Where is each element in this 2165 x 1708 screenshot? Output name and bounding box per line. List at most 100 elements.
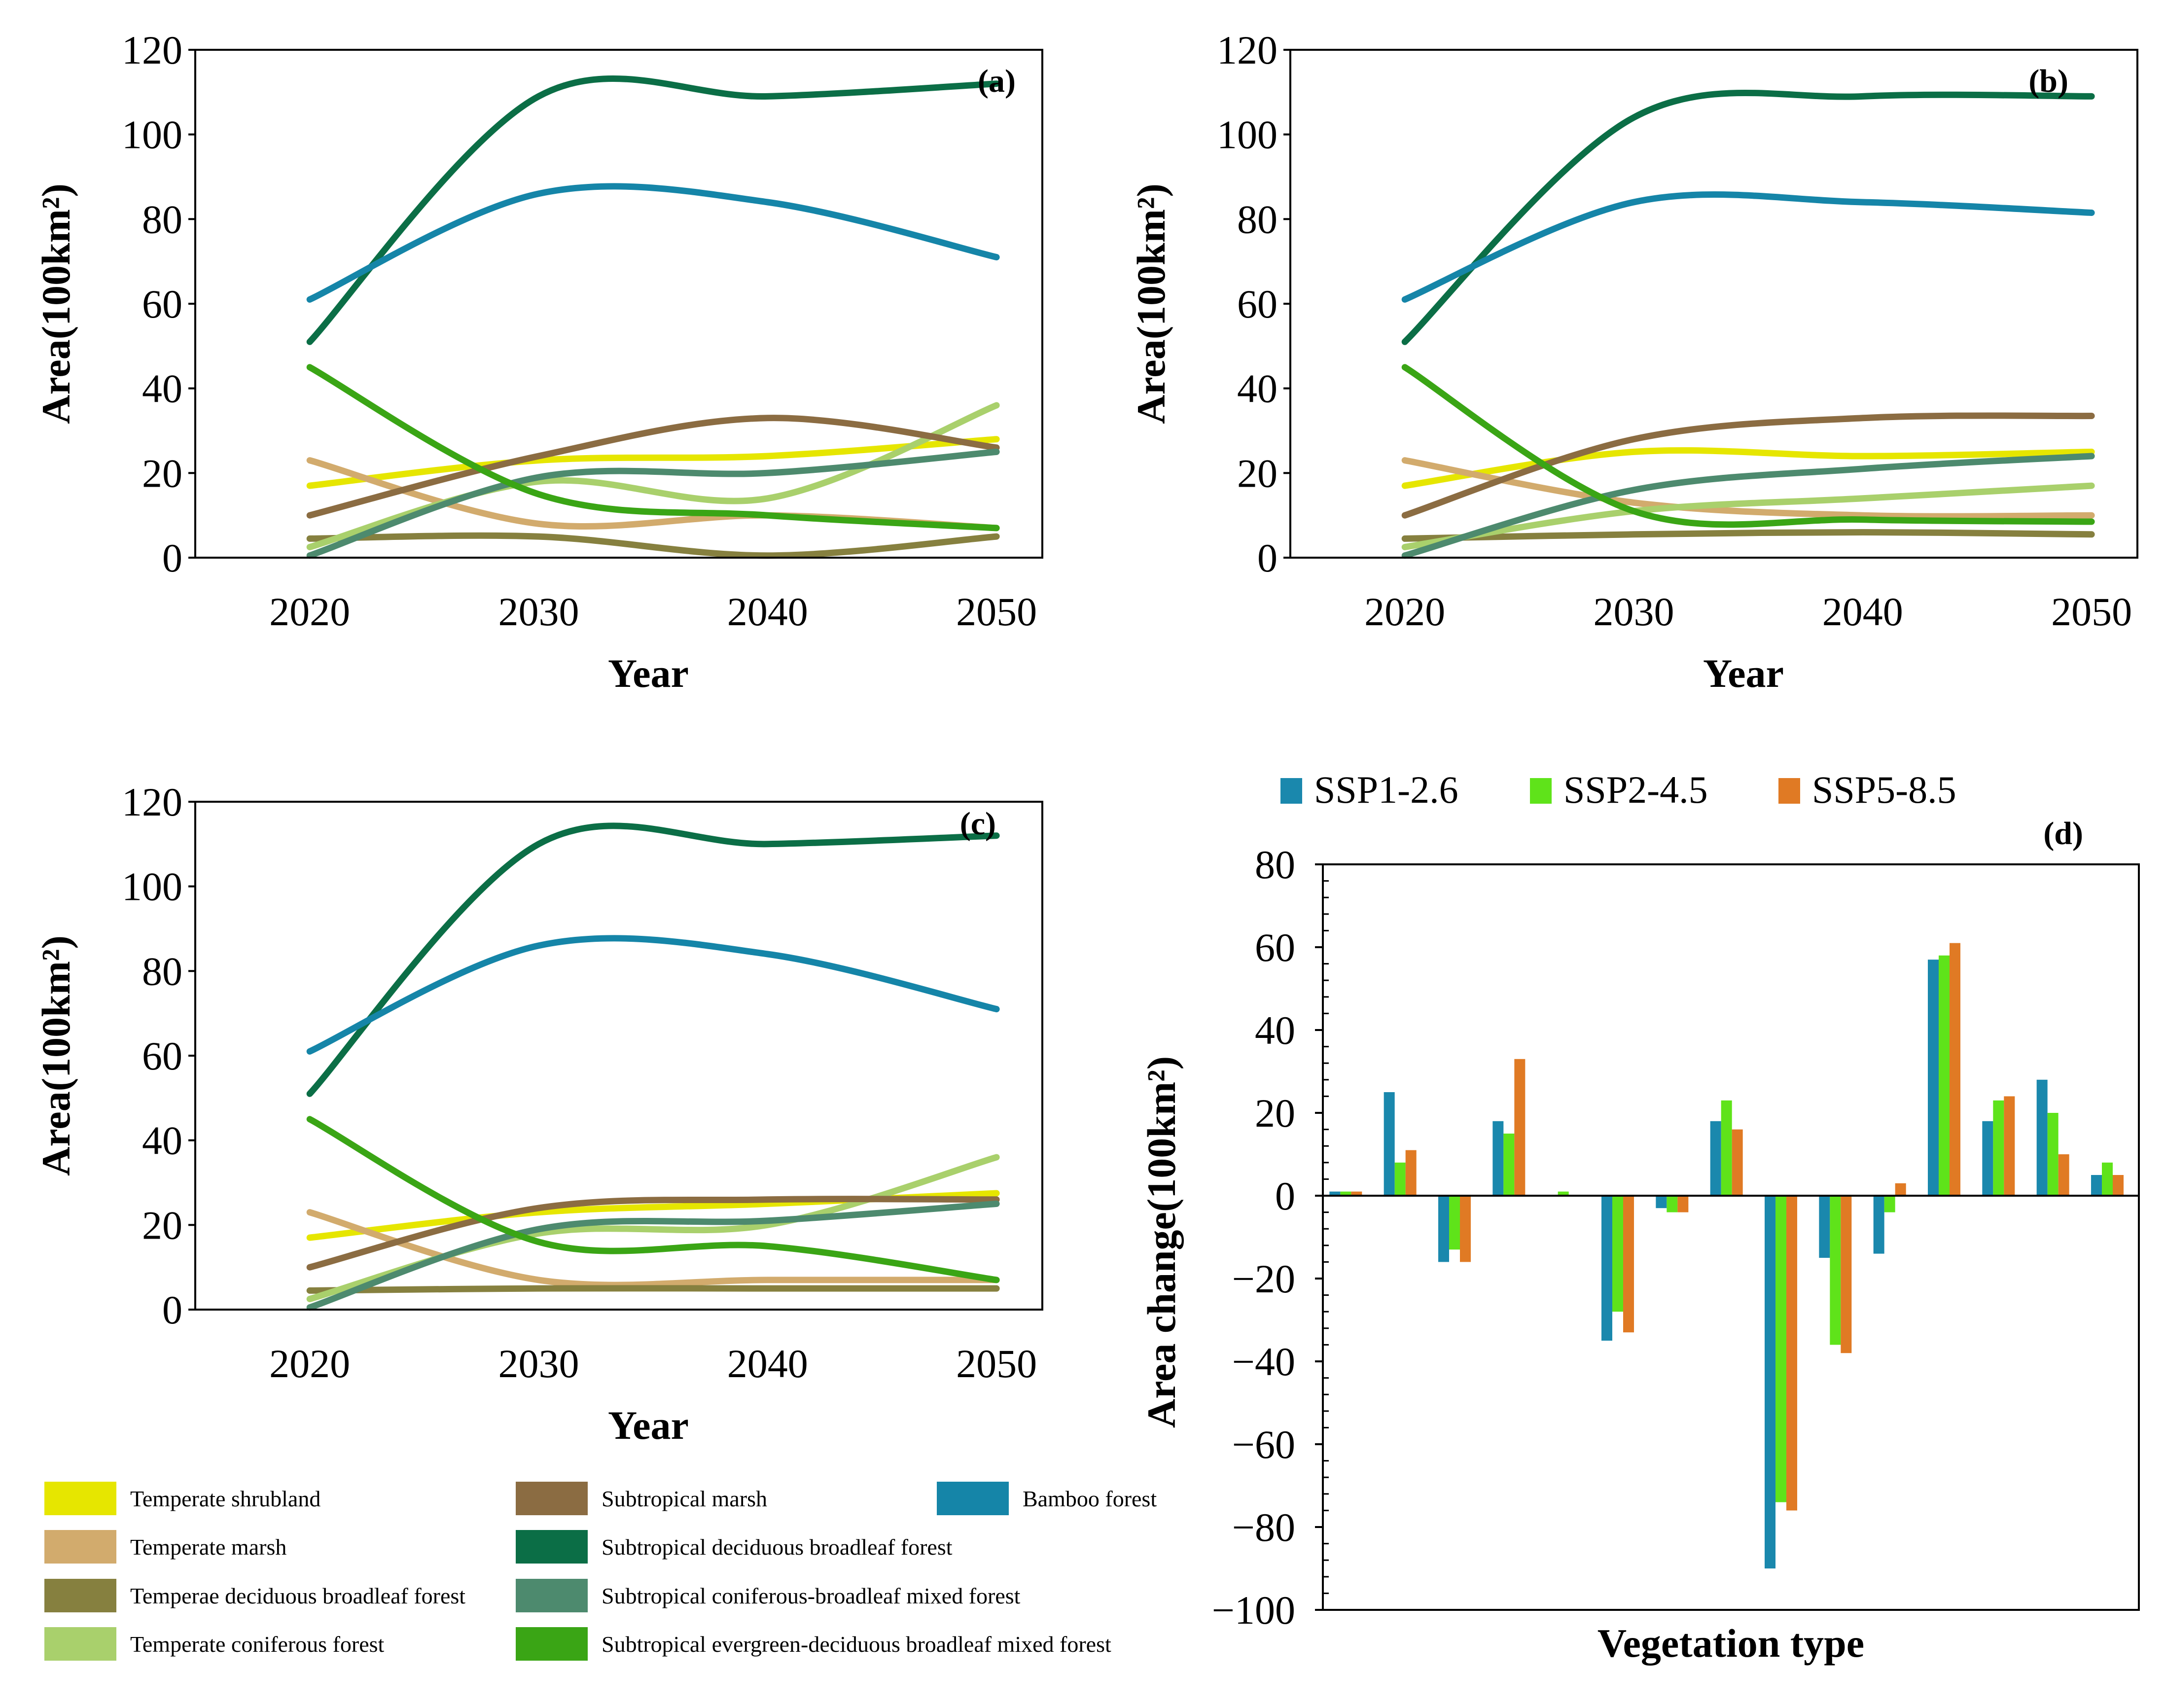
y-axis-title: Area(100km²) xyxy=(1129,183,1173,424)
bar-ssp2-4-5-11 xyxy=(1939,955,1950,1196)
x-axis-title: Year xyxy=(1703,651,1784,696)
x-tick-label: 2020 xyxy=(1364,589,1445,634)
panel-label: (b) xyxy=(2028,63,2068,99)
x-tick-label: 2030 xyxy=(498,1341,579,1386)
legend-label: Temperate shrubland xyxy=(130,1486,320,1511)
legend-swatch xyxy=(44,1579,116,1612)
series-line-subtropical-marsh xyxy=(306,1196,1000,1271)
x-tick-label: 2020 xyxy=(269,589,350,634)
series-line-temperate-shrubland xyxy=(306,436,1000,489)
x-tick-label: 2040 xyxy=(1822,589,1903,634)
x-tick-label: 2050 xyxy=(956,589,1037,634)
y-tick-label: 120 xyxy=(1217,28,1278,72)
vegetation-legend: Temperate shrubland Temperate marsh Temper… xyxy=(44,1482,1157,1661)
y-tick-label: 40 xyxy=(142,1118,182,1163)
series-line-bamboo-forest xyxy=(1401,191,2095,303)
bar-ssp5-8-5-9 xyxy=(1841,1196,1852,1353)
series-line-subtropical-evergreen-deciduous-broadleaf-mixed-forest xyxy=(1401,364,2095,528)
legend-label: SSP2-4.5 xyxy=(1563,768,1708,811)
bar-ssp5-8-5-6 xyxy=(1677,1196,1689,1212)
bar-ssp2-4-5-12 xyxy=(1993,1100,2004,1196)
y-tick-label: 40 xyxy=(1237,366,1278,411)
bar-ssp2-4-5-14 xyxy=(2102,1162,2113,1196)
series-line-temperae-deciduous-broadleaf-forest xyxy=(1401,529,2095,542)
y-tick-label: 60 xyxy=(1237,282,1278,326)
bar-ssp5-8-5-5 xyxy=(1623,1196,1634,1333)
x-tick-label: 2040 xyxy=(727,1341,808,1386)
bar-ssp2-4-5-1 xyxy=(1394,1162,1406,1196)
y-tick-label: 80 xyxy=(1237,197,1278,242)
y-tick-label: 0 xyxy=(162,535,182,580)
x-tick-label: 2050 xyxy=(2051,589,2132,634)
y-tick-label: 20 xyxy=(142,1203,182,1247)
legend-label: Temperae deciduous broadleaf forest xyxy=(130,1583,465,1608)
series-line-bamboo-forest xyxy=(306,935,1000,1055)
y-tick-label: 20 xyxy=(142,451,182,496)
series-line-subtropical-deciduous-broadleaf-forest xyxy=(306,822,1000,1097)
bar-ssp5-8-5-10 xyxy=(1895,1183,1906,1196)
bar-ssp5-8-5-14 xyxy=(2113,1175,2124,1196)
bar-ssp1-2-6-11 xyxy=(1928,960,1939,1196)
bar-ssp1-2-6-6 xyxy=(1656,1196,1667,1209)
x-axis-title: Year xyxy=(608,651,689,696)
series-line-bamboo-forest xyxy=(306,183,1000,303)
series-line-temperate-shrubland xyxy=(1401,447,2095,489)
bar-ssp1-2-6-10 xyxy=(1873,1196,1884,1254)
y-tick-label: 80 xyxy=(142,949,182,994)
bar-ssp1-2-6-2 xyxy=(1438,1196,1450,1262)
bar-ssp1-2-6-8 xyxy=(1765,1196,1776,1568)
y-axis-title: Area(100km²) xyxy=(34,183,78,424)
panel-label: (d) xyxy=(2043,816,2083,852)
bar-ssp2-4-5-3 xyxy=(1503,1134,1515,1196)
bar-ssp1-2-6-12 xyxy=(1982,1121,1993,1196)
legend-item-bamboo-forest: Bamboo forest xyxy=(937,1482,1157,1515)
y-tick-label: 120 xyxy=(122,28,182,72)
legend-label: SSP5-8.5 xyxy=(1812,768,1956,811)
bar-ssp5-8-5-1 xyxy=(1405,1150,1417,1196)
legend-item-subtropical-evergreen-deciduous-broadleaf-mixed-forest: Subtropical evergreen-deciduous broadlea… xyxy=(516,1627,1111,1661)
bar-ssp5-8-5-12 xyxy=(2004,1096,2015,1196)
series-line-subtropical-marsh xyxy=(306,415,1000,519)
legend-label: Temperate coniferous forest xyxy=(130,1632,385,1657)
bar-ssp5-8-5-3 xyxy=(1514,1059,1526,1196)
bar-ssp2-4-5-13 xyxy=(2047,1113,2059,1196)
y-tick-label: 40 xyxy=(142,366,182,411)
legend-swatch xyxy=(516,1482,588,1515)
legend-item-ssp2-4-5: SSP2-4.5 xyxy=(1530,768,1708,811)
y-tick-label: −60 xyxy=(1232,1422,1295,1467)
bar-ssp1-2-6-14 xyxy=(2091,1175,2102,1196)
bar-ssp1-2-6-13 xyxy=(2036,1079,2048,1196)
y-tick-label: 80 xyxy=(1255,842,1295,887)
y-tick-label: 100 xyxy=(122,112,182,157)
y-tick-label: 60 xyxy=(142,282,182,326)
y-axis-title: Area change(100km²) xyxy=(1139,1056,1184,1428)
bar-ssp2-4-5-4 xyxy=(1558,1191,1569,1196)
legend-item-temperate-marsh: Temperate marsh xyxy=(44,1530,286,1564)
legend-item-temperae-deciduous-broadleaf-forest: Temperae deciduous broadleaf forest xyxy=(44,1579,465,1612)
bar-ssp5-8-5-11 xyxy=(1950,943,1961,1196)
y-tick-label: −20 xyxy=(1232,1256,1295,1301)
y-tick-label: 0 xyxy=(1257,535,1278,580)
series-line-temperate-coniferous-forest xyxy=(1401,482,2095,550)
y-tick-label: 120 xyxy=(122,780,182,824)
legend-swatch xyxy=(1280,778,1302,804)
series-line-subtropical-coniferous-broadleaf-mixed-forest xyxy=(306,1200,1000,1311)
bar-ssp1-2-6-7 xyxy=(1710,1121,1721,1196)
bar-ssp1-2-6-1 xyxy=(1384,1092,1395,1196)
bar-ssp1-2-6-5 xyxy=(1601,1196,1613,1341)
series-line-subtropical-coniferous-broadleaf-mixed-forest xyxy=(306,448,1000,559)
y-tick-label: 60 xyxy=(142,1033,182,1078)
legend-label: Subtropical coniferous-broadleaf mixed f… xyxy=(602,1583,1021,1608)
legend-swatch xyxy=(1778,778,1800,804)
bar-chart-d: −100 −80 −60 −40 −20 0 20 40 60 80 Vegetation type… xyxy=(1139,768,2140,1666)
bar-ssp5-8-5-0 xyxy=(1351,1191,1362,1196)
legend-label: Subtropical deciduous broadleaf forest xyxy=(602,1534,953,1560)
y-tick-label: 0 xyxy=(1275,1174,1295,1218)
legend-label: SSP1-2.6 xyxy=(1314,768,1458,811)
legend-item-temperate-coniferous-forest: Temperate coniferous forest xyxy=(44,1627,385,1661)
legend-swatch xyxy=(44,1482,116,1515)
plot-frame xyxy=(1322,863,2140,1611)
bar-ssp5-8-5-13 xyxy=(2058,1154,2069,1196)
